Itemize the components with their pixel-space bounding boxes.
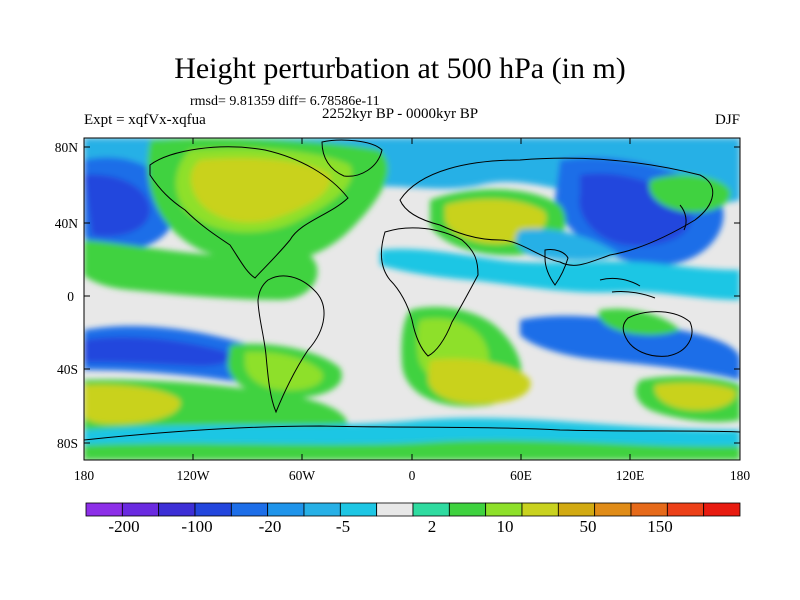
season-label: DJF: [714, 112, 740, 128]
lon-tick-label: 180: [730, 468, 751, 483]
colorbar-swatch: [121, 502, 160, 517]
lon-tick-label: 60E: [510, 468, 532, 483]
colorbar: [85, 502, 741, 517]
coastlines: [84, 139, 740, 441]
colorbar-swatch: [230, 502, 269, 517]
stats-text: rmsd= 9.81359 diff= 6.78586e-11: [190, 94, 380, 109]
colorbar-swatch: [594, 502, 632, 517]
colorbar-swatch: [267, 502, 305, 517]
colorbar-label: 50: [580, 517, 597, 536]
colorbar-swatch: [412, 502, 450, 517]
lon-tick-label: 60W: [289, 468, 316, 483]
axis-ticks: [83, 138, 741, 460]
colorbar-swatch: [194, 502, 232, 517]
colorbar-label: 2: [428, 517, 437, 536]
colorbar-swatch: [158, 502, 196, 517]
colorbar-label: -5: [336, 517, 350, 536]
colorbar-swatch: [703, 502, 741, 517]
lat-tick-label: 80N: [55, 140, 79, 155]
experiment-label: Expt = xqfVx-xqfua: [84, 112, 206, 128]
colorbar-label: -20: [259, 517, 282, 536]
colorbar-swatch: [666, 502, 705, 517]
colorbar-labels: -200 -100 -20 -5 2 10 50 150: [108, 517, 672, 536]
lon-tick-label: 180: [74, 468, 95, 483]
lat-tick-label: 0: [67, 289, 74, 304]
colorbar-label: -100: [181, 517, 212, 536]
colorbar-swatch: [376, 502, 414, 517]
plot-title: Height perturbation at 500 hPa (in m): [174, 52, 626, 85]
map-field: [84, 138, 740, 460]
colorbar-swatch: [485, 502, 523, 517]
colorbar-swatch: [521, 502, 559, 517]
lon-tick-label: 120W: [177, 468, 210, 483]
lat-tick-label: 80S: [57, 436, 78, 451]
colorbar-label: 150: [647, 517, 673, 536]
colorbar-swatch: [85, 502, 123, 517]
lat-tick-label: 40S: [57, 362, 78, 377]
colorbar-label: -200: [108, 517, 139, 536]
lon-tick-label: 120E: [616, 468, 645, 483]
colorbar-swatch: [303, 502, 341, 517]
lon-tick-label: 0: [409, 468, 416, 483]
colorbar-label: 10: [497, 517, 514, 536]
colorbar-swatch: [339, 502, 378, 517]
lat-tick-label: 40N: [55, 216, 79, 231]
colorbar-swatch: [448, 502, 487, 517]
colorbar-swatch: [630, 502, 668, 517]
colorbar-swatch: [557, 502, 596, 517]
period-label: 2252kyr BP - 0000kyr BP: [322, 106, 479, 122]
